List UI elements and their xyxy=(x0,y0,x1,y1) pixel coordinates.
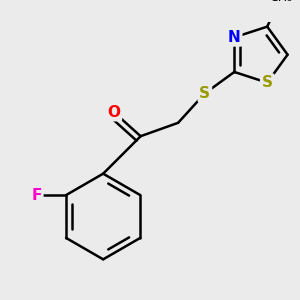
Text: N: N xyxy=(228,30,241,45)
Text: CH₃: CH₃ xyxy=(269,0,292,4)
Text: S: S xyxy=(262,75,273,90)
Text: S: S xyxy=(200,86,210,101)
Text: O: O xyxy=(107,105,120,120)
Text: F: F xyxy=(32,188,42,202)
